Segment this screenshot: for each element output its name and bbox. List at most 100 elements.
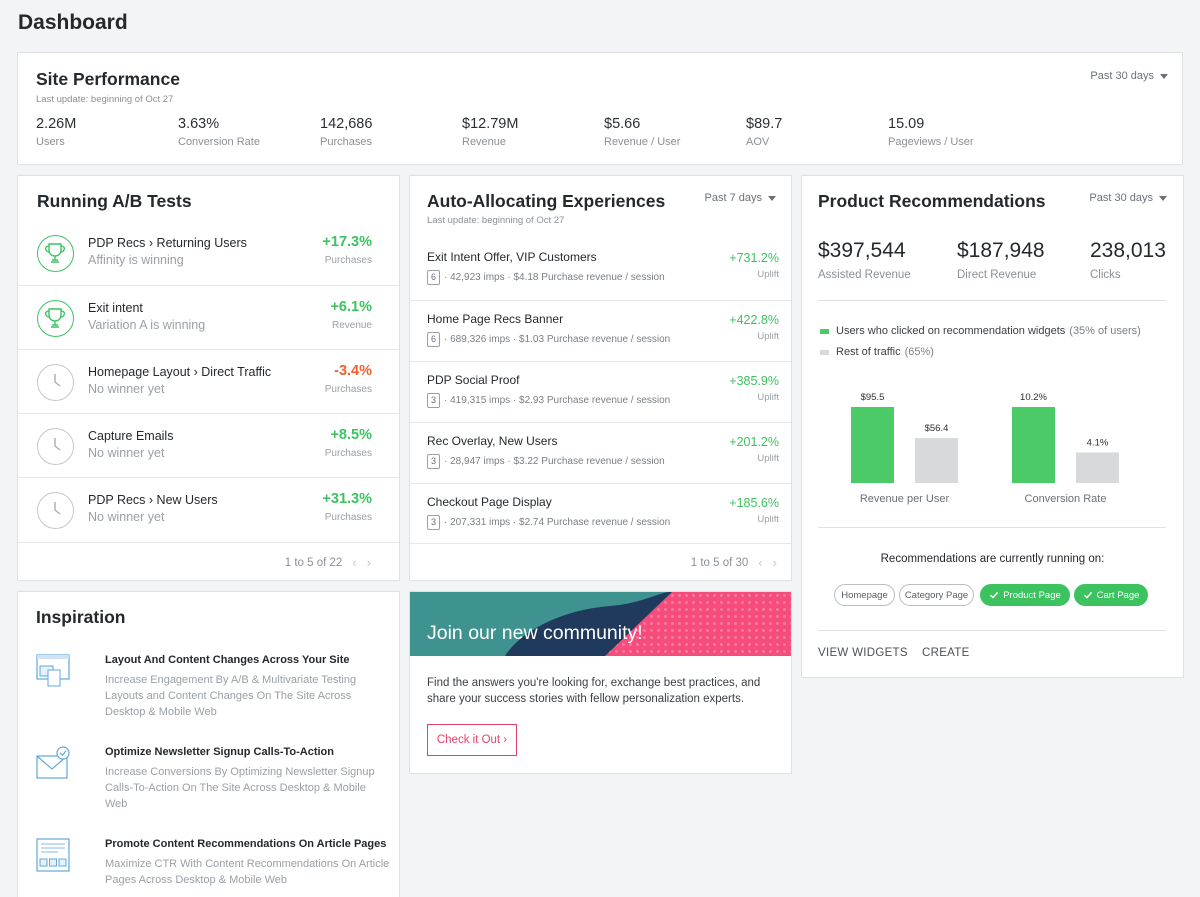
- chart-data-label: $95.5: [861, 392, 885, 403]
- ab-test-row[interactable]: PDP Recs › Returning Users Affinity is w…: [18, 221, 399, 285]
- experience-stats: · 689,326 imps · $1.03 Purchase revenue …: [444, 334, 671, 345]
- legend-label: Users who clicked on recommendation widg…: [836, 325, 1066, 337]
- community-body: Find the answers you're looking for, exc…: [427, 677, 761, 705]
- pill-cart-page[interactable]: Cart Page: [1074, 584, 1148, 606]
- experience-row[interactable]: Home Page Recs Banner 6 · 689,326 imps · …: [410, 300, 791, 361]
- chart-bar: [1076, 452, 1119, 483]
- next-page-icon[interactable]: ›: [366, 555, 371, 570]
- experience-uplift: +185.6%: [729, 496, 779, 510]
- prev-page-icon[interactable]: ‹: [758, 555, 763, 570]
- uplift-label: Uplift: [757, 392, 779, 403]
- chart-data-label: $56.4: [925, 423, 949, 434]
- metric-label: AOV: [746, 136, 770, 148]
- metric-users: 2.26M Users: [36, 116, 76, 148]
- pill-product-page[interactable]: Product Page: [980, 584, 1070, 606]
- community-card: Join our new community! Find the answers…: [409, 591, 792, 774]
- uplift-label: Uplift: [757, 514, 779, 525]
- metric-value: 15.09: [888, 116, 925, 132]
- layout-icon: [36, 654, 70, 687]
- ab-test-status: No winner yet: [88, 510, 165, 524]
- stat-clicks: 238,013 Clicks: [1090, 239, 1166, 281]
- ab-test-name: Exit intent: [88, 301, 143, 315]
- ab-test-uplift: +6.1%: [330, 299, 372, 315]
- auto-alloc-pager: 1 to 5 of 30 ‹ ›: [691, 555, 777, 570]
- pill-label: Product Page: [1003, 589, 1061, 601]
- view-widgets-button[interactable]: VIEW WIDGETS: [818, 647, 908, 659]
- trophy-icon: [37, 300, 74, 337]
- ab-test-metric: Purchases: [324, 448, 372, 459]
- experience-row[interactable]: Checkout Page Display 3 · 207,331 imps · …: [410, 483, 791, 544]
- auto-alloc-range-dropdown[interactable]: Past 7 days: [705, 192, 776, 204]
- pill-label: Category Page: [904, 589, 969, 601]
- prev-page-icon[interactable]: ‹: [352, 555, 357, 570]
- ab-test-metric: Purchases: [324, 384, 372, 395]
- page-title: Dashboard: [18, 11, 128, 34]
- product-recs-range-dropdown[interactable]: Past 30 days: [1089, 192, 1167, 204]
- ab-test-status: Affinity is winning: [88, 253, 184, 267]
- stat-value: $397,544: [818, 239, 906, 262]
- metric-label: Purchases: [320, 136, 372, 148]
- check-it-out-button[interactable]: Check it Out ›: [427, 724, 517, 756]
- auto-alloc-title: Auto-Allocating Experiences: [427, 191, 666, 211]
- metric-purchases: 142,686 Purchases: [320, 116, 372, 148]
- divider: [410, 543, 791, 544]
- experience-detail: 3 · 28,947 imps · $3.22 Purchase revenue …: [427, 454, 665, 469]
- last-update: Last update: beginning of Oct 27: [36, 94, 174, 105]
- experience-stats: · 419,315 imps · $2.93 Purchase revenue …: [444, 395, 671, 406]
- metric-label: Revenue / User: [604, 136, 681, 148]
- metric-revenue: $12.79M Revenue: [462, 116, 518, 148]
- ab-test-row[interactable]: Capture Emails No winner yet +8.5% Purch…: [18, 413, 399, 477]
- experience-row[interactable]: Rec Overlay, New Users 3 · 28,947 imps · …: [410, 422, 791, 483]
- stat-value: $187,948: [957, 239, 1045, 262]
- ab-test-status: No winner yet: [88, 446, 165, 460]
- ab-test-uplift: +8.5%: [330, 427, 372, 443]
- inspiration-item[interactable]: Optimize Newsletter Signup Calls-To-Acti…: [36, 746, 396, 826]
- ab-tests-pager: 1 to 5 of 22 ‹ ›: [285, 555, 371, 570]
- ab-tests-card: Running A/B Tests PDP Recs › Returning U…: [17, 175, 400, 581]
- experience-row[interactable]: PDP Social Proof 3 · 419,315 imps · $2.93…: [410, 361, 791, 422]
- legend-rest: Rest of traffic (65%): [820, 346, 934, 358]
- article-icon: [36, 838, 70, 872]
- experience-detail: 3 · 207,331 imps · $2.74 Purchase revenue…: [427, 515, 670, 530]
- experience-name: Rec Overlay, New Users: [427, 434, 558, 448]
- pager-label: 1 to 5 of 30: [690, 556, 749, 569]
- experience-name: Checkout Page Display: [427, 495, 552, 509]
- metric-value: 142,686: [320, 116, 373, 132]
- site-performance-range-dropdown[interactable]: Past 30 days: [1090, 70, 1168, 82]
- create-button[interactable]: CREATE: [922, 647, 970, 659]
- experience-name: PDP Social Proof: [427, 373, 520, 387]
- next-page-icon[interactable]: ›: [772, 555, 777, 570]
- ab-test-status: Variation A is winning: [88, 318, 206, 332]
- metric-value: 3.63%: [178, 116, 220, 132]
- chart-category-label: Conversion Rate: [1025, 493, 1107, 505]
- inspiration-item[interactable]: Promote Content Recommendations On Artic…: [36, 838, 396, 897]
- experience-row[interactable]: Exit Intent Offer, VIP Customers 6 · 42,9…: [410, 239, 791, 300]
- check-icon: [1083, 591, 1092, 599]
- ab-test-row[interactable]: Homepage Layout › Direct Traffic No winn…: [18, 349, 399, 413]
- product-recs-card: Product Recommendations Past 30 days $39…: [801, 175, 1184, 678]
- metric-revenue-per-user: $5.66 Revenue / User: [604, 116, 680, 148]
- legend-clicked: Users who clicked on recommendation widg…: [820, 325, 1141, 337]
- metric-label: Revenue: [462, 136, 507, 148]
- stat-value: 238,013: [1090, 239, 1166, 262]
- variations-count-badge: 3: [427, 515, 440, 530]
- inspiration-item[interactable]: Layout And Content Changes Across Your S…: [36, 654, 396, 734]
- ab-test-name: Homepage Layout › Direct Traffic: [88, 365, 272, 379]
- pill-category-page[interactable]: Category Page: [899, 584, 974, 606]
- pill-homepage[interactable]: Homepage: [834, 584, 895, 606]
- experience-uplift: +422.8%: [729, 313, 779, 327]
- experience-uplift: +385.9%: [729, 374, 779, 388]
- experience-stats: · 207,331 imps · $2.74 Purchase revenue …: [444, 517, 671, 528]
- ab-test-row[interactable]: Exit intent Variation A is winning +6.1%…: [18, 285, 399, 349]
- inspiration-item-title: Layout And Content Changes Across Your S…: [105, 654, 350, 666]
- community-banner-text: Join our new community!: [427, 622, 643, 644]
- site-performance-card: Site Performance Last update: beginning …: [17, 52, 1183, 165]
- stat-direct-revenue: $187,948 Direct Revenue: [957, 239, 1045, 281]
- metric-label: Pageviews / User: [888, 136, 974, 148]
- range-label: Past 30 days: [1089, 192, 1153, 204]
- ab-test-uplift: +17.3%: [322, 234, 372, 250]
- ab-test-row[interactable]: PDP Recs › New Users No winner yet +31.3…: [18, 477, 399, 541]
- experience-stats: · 28,947 imps · $3.22 Purchase revenue /…: [444, 456, 665, 467]
- recommendation-bar-chart: $95.5 $56.4 Revenue per User 10.2% 4.1% Conve…: [851, 392, 1119, 505]
- experience-detail: 6 · 42,923 imps · $4.18 Purchase revenue …: [427, 270, 665, 285]
